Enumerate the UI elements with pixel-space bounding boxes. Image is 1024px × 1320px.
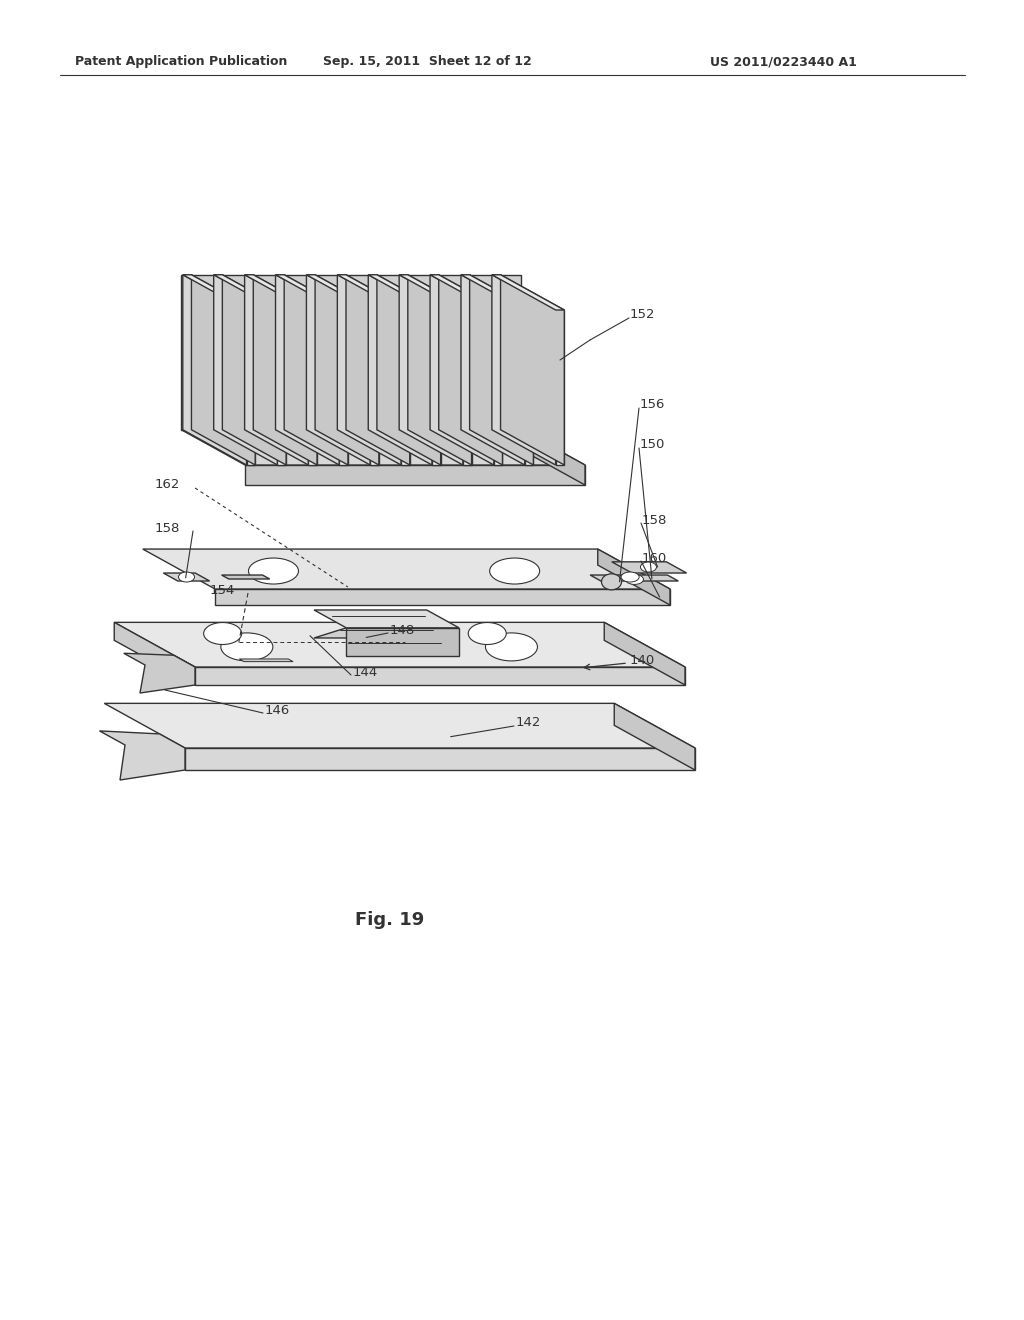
Polygon shape bbox=[371, 310, 379, 465]
Ellipse shape bbox=[221, 632, 272, 661]
Polygon shape bbox=[245, 465, 585, 484]
Ellipse shape bbox=[204, 623, 242, 644]
Polygon shape bbox=[598, 549, 670, 605]
Polygon shape bbox=[339, 310, 348, 465]
Polygon shape bbox=[104, 704, 695, 748]
Polygon shape bbox=[377, 275, 440, 465]
Ellipse shape bbox=[489, 558, 540, 583]
Polygon shape bbox=[399, 275, 472, 310]
Polygon shape bbox=[614, 704, 695, 770]
Text: 160: 160 bbox=[642, 552, 668, 565]
Polygon shape bbox=[524, 310, 534, 465]
Polygon shape bbox=[215, 589, 670, 605]
Polygon shape bbox=[521, 430, 585, 484]
Ellipse shape bbox=[178, 572, 195, 582]
Polygon shape bbox=[164, 573, 210, 581]
Polygon shape bbox=[308, 310, 317, 465]
Polygon shape bbox=[191, 275, 255, 465]
Polygon shape bbox=[590, 576, 678, 581]
Text: 150: 150 bbox=[640, 438, 666, 451]
Text: 144: 144 bbox=[353, 665, 378, 678]
Polygon shape bbox=[408, 275, 472, 465]
Polygon shape bbox=[247, 310, 255, 465]
Polygon shape bbox=[492, 275, 556, 465]
Ellipse shape bbox=[249, 558, 298, 583]
Polygon shape bbox=[306, 275, 371, 465]
Polygon shape bbox=[430, 275, 503, 310]
Polygon shape bbox=[604, 622, 685, 685]
Ellipse shape bbox=[626, 574, 643, 585]
Polygon shape bbox=[285, 275, 348, 465]
Polygon shape bbox=[501, 275, 564, 465]
Polygon shape bbox=[245, 275, 308, 465]
Polygon shape bbox=[430, 275, 494, 465]
Polygon shape bbox=[185, 748, 695, 770]
Polygon shape bbox=[221, 576, 269, 579]
Polygon shape bbox=[346, 628, 459, 656]
Polygon shape bbox=[124, 653, 195, 693]
Ellipse shape bbox=[601, 574, 622, 590]
Polygon shape bbox=[369, 275, 440, 310]
Ellipse shape bbox=[640, 562, 656, 572]
Text: US 2011/0223440 A1: US 2011/0223440 A1 bbox=[710, 55, 857, 69]
Polygon shape bbox=[99, 731, 185, 780]
Polygon shape bbox=[556, 310, 564, 465]
Polygon shape bbox=[401, 310, 410, 465]
Polygon shape bbox=[314, 610, 459, 628]
Text: 152: 152 bbox=[630, 309, 655, 322]
Text: 162: 162 bbox=[155, 479, 180, 491]
Polygon shape bbox=[438, 275, 503, 465]
Polygon shape bbox=[461, 275, 524, 465]
Ellipse shape bbox=[468, 623, 506, 644]
Polygon shape bbox=[240, 659, 293, 661]
Polygon shape bbox=[494, 310, 503, 465]
Text: 154: 154 bbox=[210, 583, 236, 597]
Polygon shape bbox=[611, 562, 687, 573]
Polygon shape bbox=[432, 310, 440, 465]
Polygon shape bbox=[275, 275, 348, 310]
Text: Sep. 15, 2011  Sheet 12 of 12: Sep. 15, 2011 Sheet 12 of 12 bbox=[323, 55, 531, 69]
Polygon shape bbox=[461, 275, 534, 310]
Ellipse shape bbox=[485, 632, 538, 661]
Polygon shape bbox=[346, 275, 410, 465]
Text: 148: 148 bbox=[390, 623, 416, 636]
Polygon shape bbox=[470, 275, 534, 465]
Polygon shape bbox=[399, 275, 463, 465]
Polygon shape bbox=[142, 549, 670, 589]
Text: 146: 146 bbox=[265, 704, 290, 717]
Polygon shape bbox=[315, 275, 379, 465]
Polygon shape bbox=[214, 275, 278, 465]
Polygon shape bbox=[314, 628, 459, 638]
Polygon shape bbox=[463, 310, 472, 465]
Polygon shape bbox=[369, 275, 432, 465]
Polygon shape bbox=[337, 275, 410, 310]
Polygon shape bbox=[183, 275, 255, 310]
Polygon shape bbox=[181, 275, 521, 430]
Text: 158: 158 bbox=[155, 521, 180, 535]
Text: 140: 140 bbox=[630, 653, 655, 667]
Polygon shape bbox=[245, 275, 317, 310]
Polygon shape bbox=[222, 275, 286, 465]
Polygon shape bbox=[195, 667, 685, 685]
Text: 142: 142 bbox=[516, 717, 542, 730]
Polygon shape bbox=[183, 275, 247, 465]
Ellipse shape bbox=[622, 572, 639, 582]
Polygon shape bbox=[115, 622, 195, 685]
Polygon shape bbox=[115, 622, 685, 667]
Polygon shape bbox=[275, 275, 339, 465]
Text: Fig. 19: Fig. 19 bbox=[355, 911, 425, 929]
Polygon shape bbox=[337, 275, 401, 465]
Polygon shape bbox=[214, 275, 286, 310]
Text: 156: 156 bbox=[640, 399, 666, 412]
Text: Patent Application Publication: Patent Application Publication bbox=[75, 55, 288, 69]
Polygon shape bbox=[278, 310, 286, 465]
Polygon shape bbox=[306, 275, 379, 310]
Polygon shape bbox=[181, 430, 585, 465]
Polygon shape bbox=[253, 275, 317, 465]
Text: 158: 158 bbox=[642, 513, 668, 527]
Polygon shape bbox=[492, 275, 564, 310]
